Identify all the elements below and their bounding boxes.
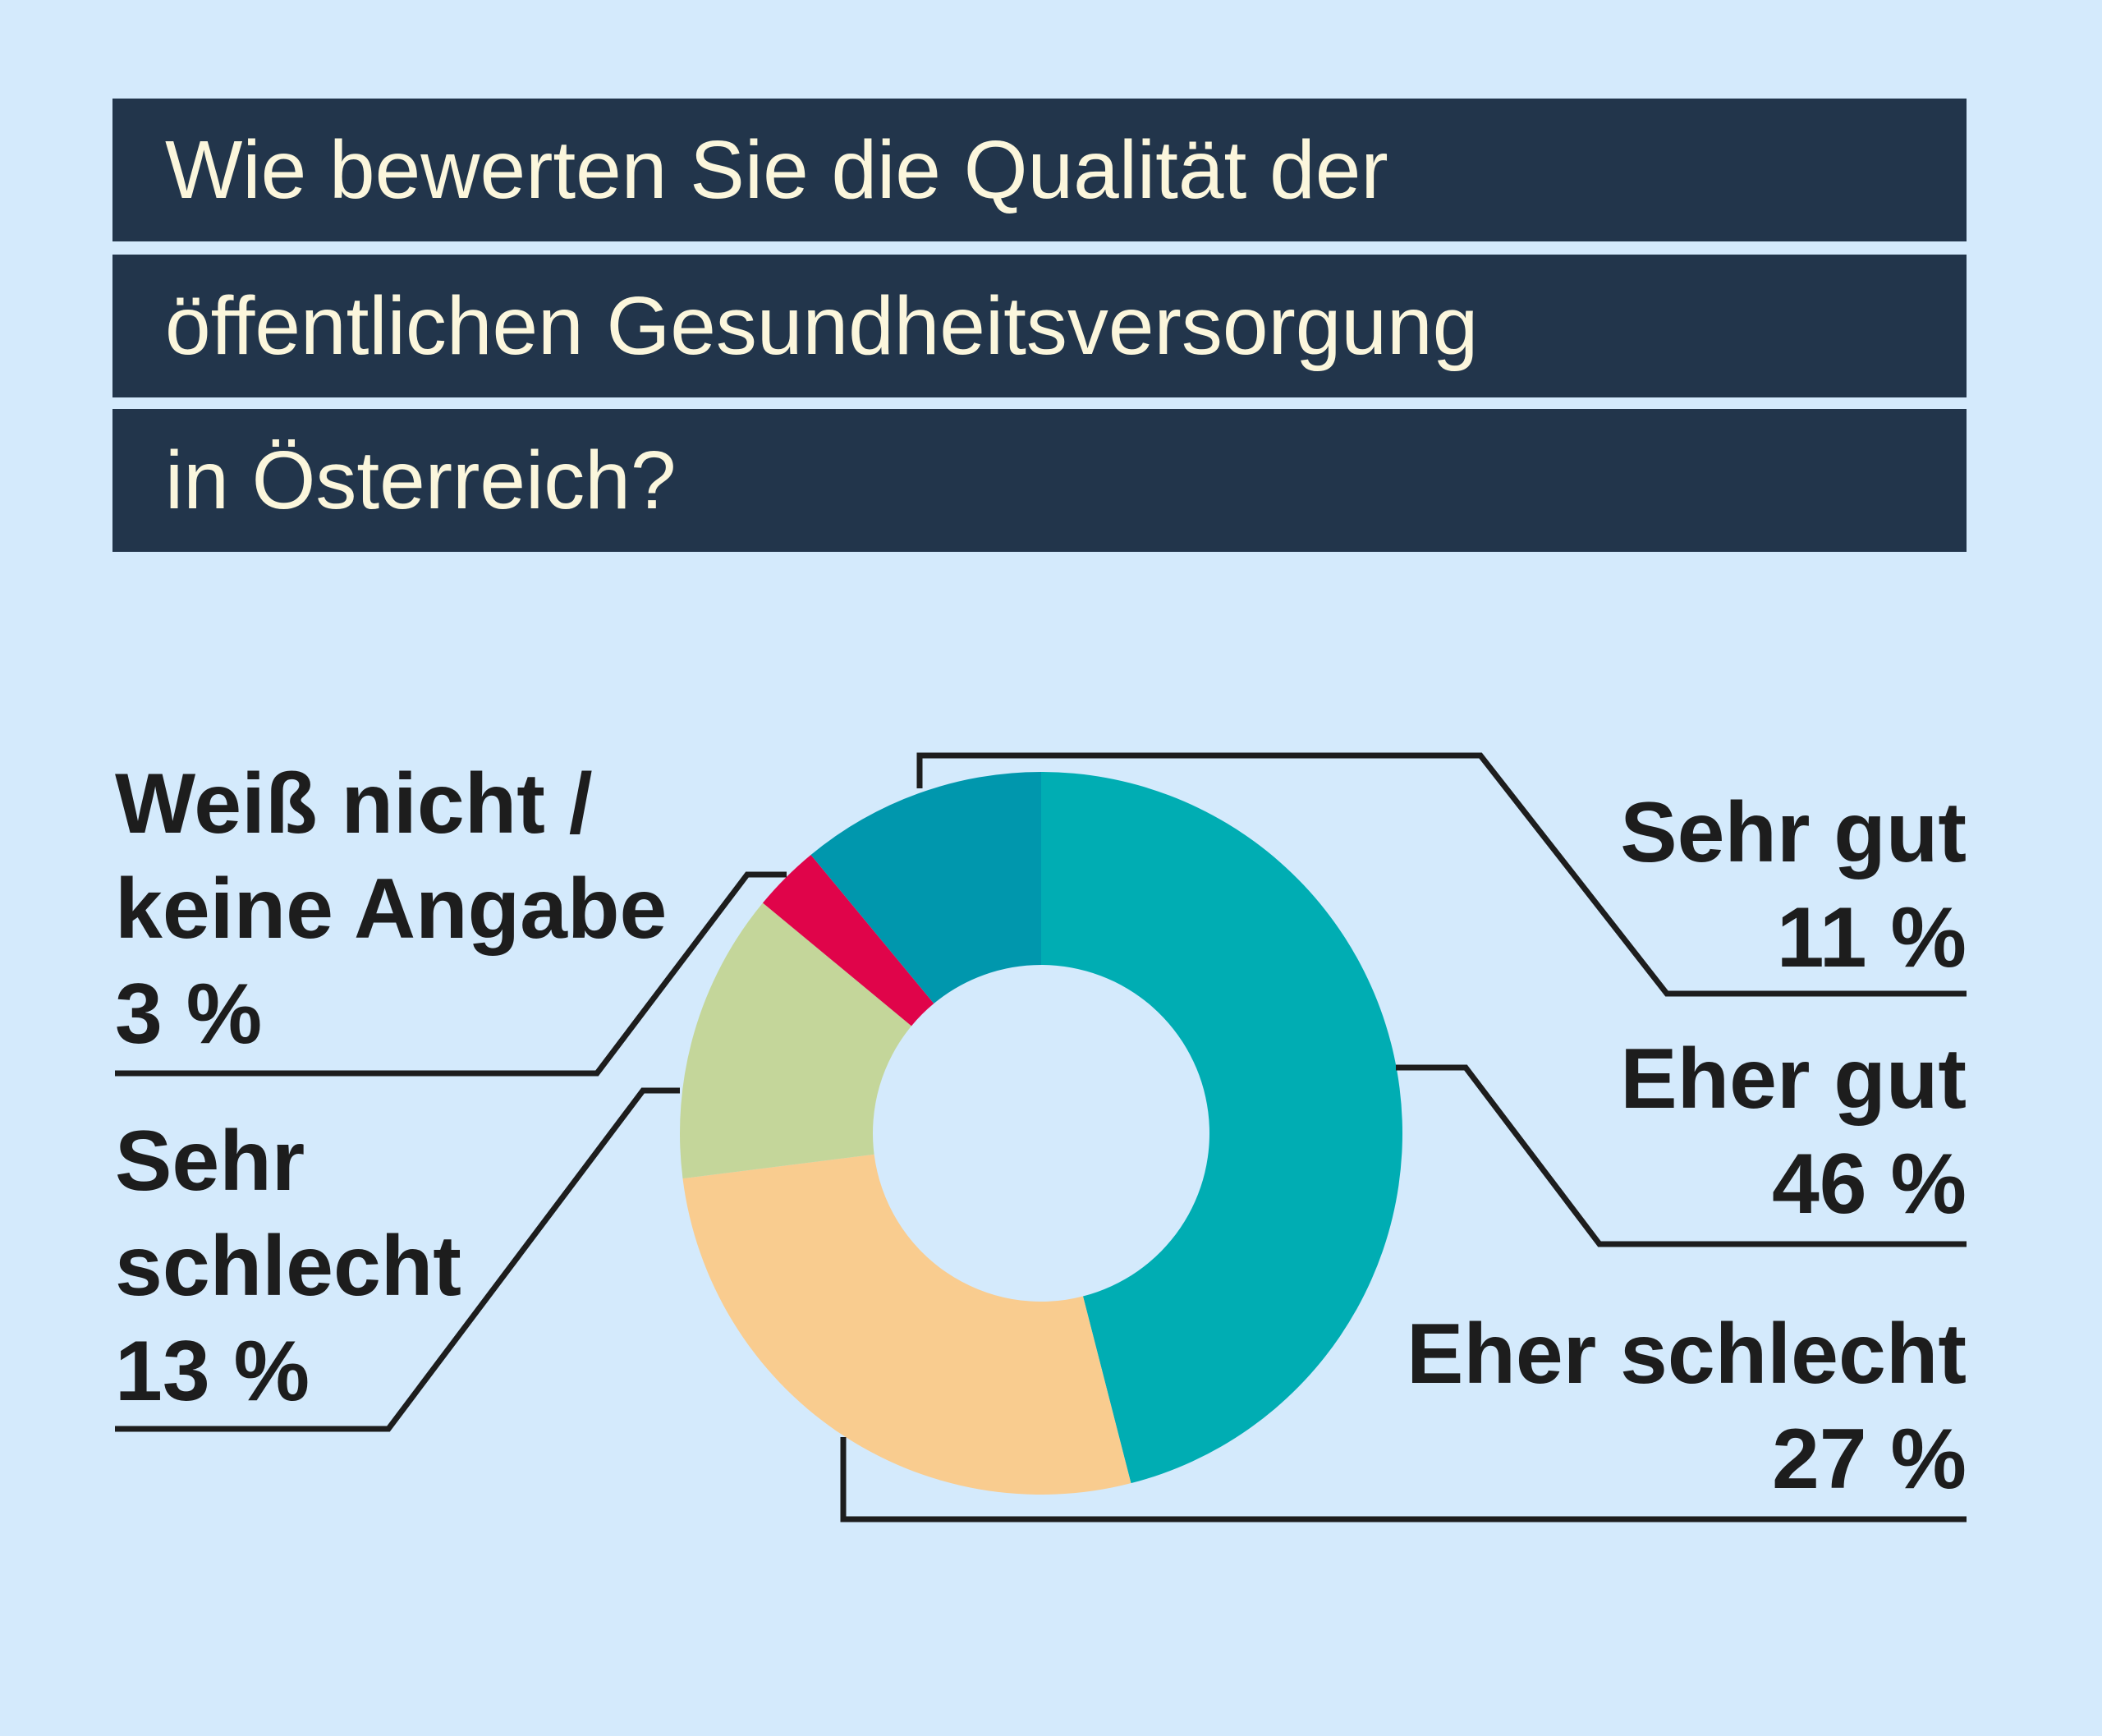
label-eher-gut: Eher gut 46 % <box>1620 1026 1967 1237</box>
label-eher-schlecht-name: Eher schlecht <box>1406 1307 1967 1402</box>
label-sehr-schlecht-name1: Sehr <box>115 1114 305 1209</box>
label-weiss-nicht: Weiß nicht / keine Angabe 3 % <box>115 751 667 1067</box>
slice-eher-gut <box>1041 772 1402 1484</box>
label-sehr-schlecht-pct: 13 % <box>115 1324 310 1419</box>
label-eher-schlecht: Eher schlecht 27 % <box>1407 1302 1967 1512</box>
leader-line-weiss-nicht <box>115 871 787 1077</box>
label-eher-schlecht-pct: 27 % <box>1771 1412 1967 1507</box>
label-weiss-nicht-name2: keine Angabe <box>115 861 668 957</box>
label-eher-gut-name: Eher gut <box>1620 1031 1967 1127</box>
label-sehr-gut-pct: 11 % <box>1776 890 1967 985</box>
label-sehr-gut-name: Sehr gut <box>1620 785 1967 880</box>
title-line-1: Wie bewerten Sie die Qualität der <box>112 99 1967 241</box>
label-weiss-nicht-name1: Weiß nicht / <box>115 756 593 852</box>
slice-sehr-gut <box>810 772 1041 1004</box>
title-line-3: in Österreich? <box>112 409 1967 552</box>
leader-line-eher-schlecht <box>840 1437 1967 1522</box>
slice-sehr-schlecht <box>680 902 912 1179</box>
leader-line-eher-gut <box>1396 1064 1967 1247</box>
label-eher-gut-pct: 46 % <box>1771 1137 1967 1232</box>
label-sehr-schlecht: Sehr schlecht 13 % <box>115 1109 461 1424</box>
title-line-2: öffentlichen Gesundheitsversorgung <box>112 255 1967 397</box>
donut-slices <box>680 772 1402 1495</box>
slice-eher-schlecht <box>682 1154 1131 1495</box>
slice-weiß-nicht-keine-angabe <box>762 854 934 1026</box>
leader-line-sehr-gut <box>916 752 1967 997</box>
label-sehr-gut: Sehr gut 11 % <box>1620 780 1967 990</box>
leader-line-sehr-schlecht <box>115 1087 680 1432</box>
label-sehr-schlecht-name2: schlecht <box>115 1219 461 1314</box>
label-weiss-nicht-pct: 3 % <box>115 967 263 1062</box>
leader-lines <box>115 752 1967 1522</box>
